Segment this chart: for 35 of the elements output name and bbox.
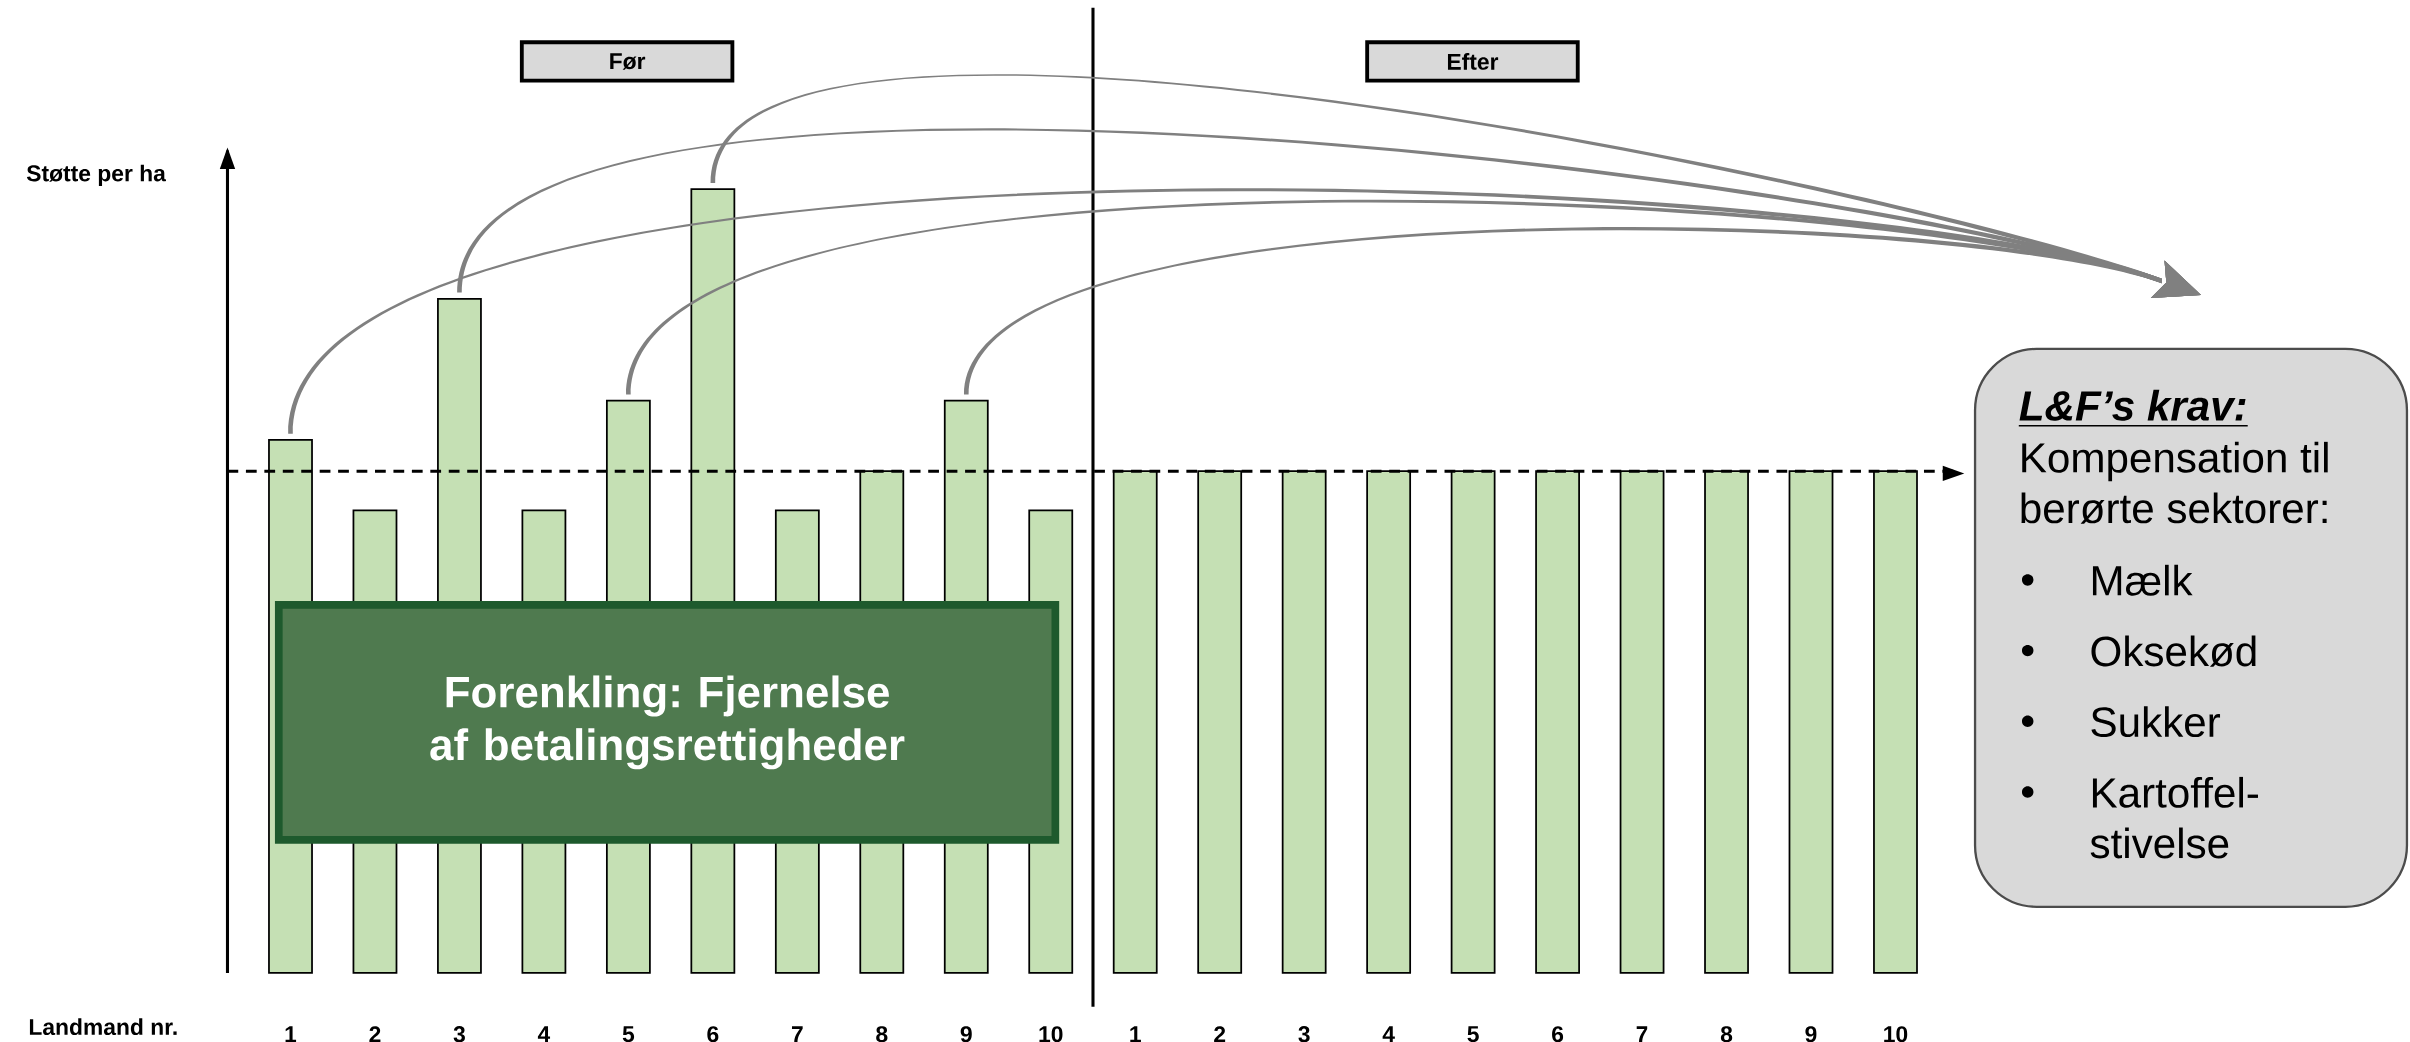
- x-tick-label: 3: [453, 1026, 465, 1042]
- text: Efter: [1447, 53, 1499, 70]
- x-tick-label: 4: [537, 1026, 551, 1042]
- text: Kompensation til berørte sektorer:: [2021, 441, 2328, 524]
- x-tick-label: 2: [1214, 1026, 1226, 1042]
- x-tick-label: 6: [1552, 1026, 1564, 1042]
- text: Mælk: [2092, 564, 2193, 596]
- text: •: [2021, 786, 2034, 798]
- x-axis-title: Landmand nr.: [29, 1018, 177, 1036]
- text: Oksekød: [2091, 635, 2256, 667]
- text: L&F’s krav:: [2019, 389, 2246, 421]
- x-tick-label: 3: [1298, 1026, 1310, 1042]
- y-axis-title: Støtte per ha: [26, 164, 166, 186]
- x-tick-label: 7: [1636, 1026, 1648, 1042]
- x-tick-label: 4: [1382, 1026, 1395, 1042]
- x-tick-label: 5: [1467, 1026, 1479, 1042]
- annotation: Forenkling: Fjernelse af betalingsrettigheder: [430, 675, 905, 770]
- x-tick-label: 8: [1720, 1026, 1733, 1042]
- x-tick-label: 6: [707, 1026, 719, 1042]
- x-tick-label: 9: [960, 1026, 972, 1042]
- text: Sukker: [2091, 706, 2221, 738]
- text: Før: [610, 53, 646, 70]
- text: •: [2021, 715, 2034, 727]
- text: Kartoffel-stivelse: [2090, 776, 2258, 859]
- text: •: [2021, 574, 2034, 586]
- text: •: [2021, 644, 2034, 657]
- x-tick-label: 1: [1130, 1026, 1141, 1042]
- x-tick-label: 10: [1039, 1026, 1063, 1042]
- x-tick-label: 10: [1884, 1026, 1908, 1042]
- x-tick-label: 5: [622, 1026, 635, 1042]
- x-tick-label: 1: [285, 1026, 297, 1042]
- x-tick-label: 2: [369, 1026, 381, 1042]
- x-tick-label: 8: [876, 1026, 888, 1042]
- x-tick-label: 9: [1805, 1026, 1817, 1042]
- x-tick-label: 7: [791, 1026, 803, 1042]
